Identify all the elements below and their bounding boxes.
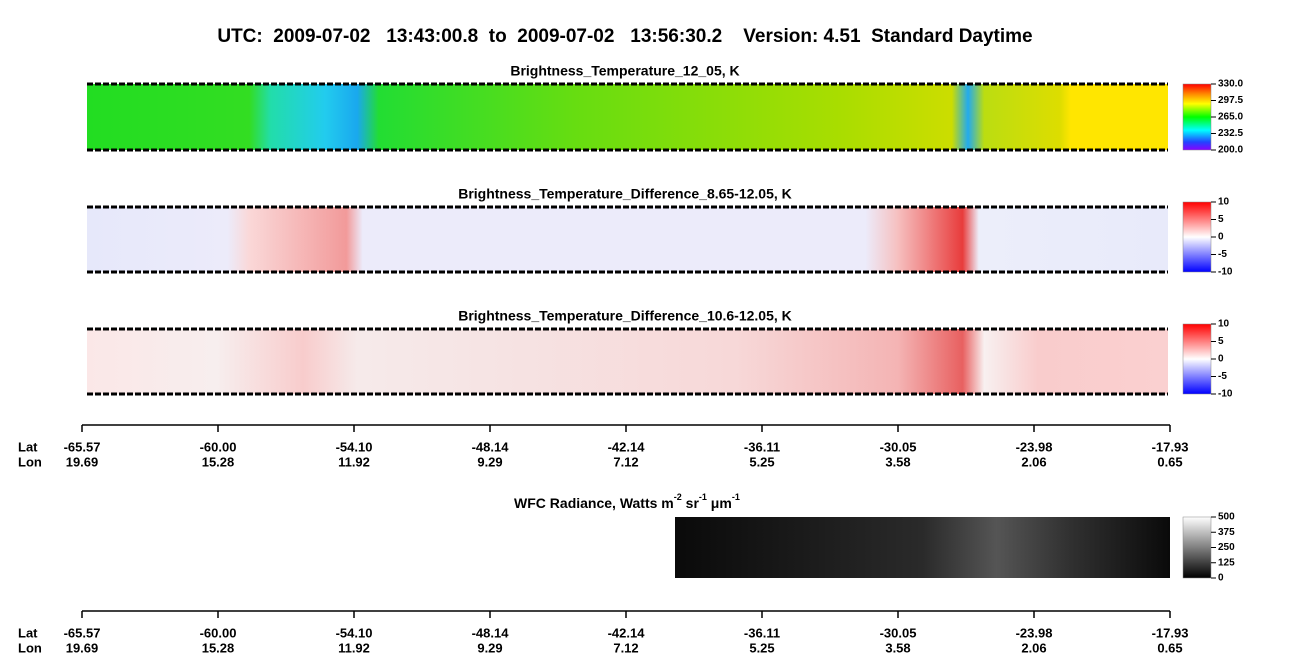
- figure-title: UTC: 2009-07-02 13:43:00.8 to 2009-07-02…: [217, 26, 1032, 47]
- panel-title: Brightness_Temperature_Difference_10.6-1…: [458, 308, 792, 324]
- colorbar-tick-label: 200.0: [1218, 145, 1243, 156]
- colorbar: [1182, 201, 1212, 273]
- lat-tick-label: -36.11: [744, 439, 780, 454]
- colorbar: [1182, 516, 1212, 579]
- colorbar: [1182, 83, 1212, 151]
- colorbar-tick-label: 0: [1218, 232, 1224, 243]
- lon-tick-label: 5.25: [749, 640, 774, 655]
- colorbar-tick-label: 10: [1218, 319, 1230, 330]
- lat-tick-label: -65.57: [64, 625, 101, 640]
- lon-tick-label: 3.58: [885, 640, 910, 655]
- image-strip: [87, 207, 1168, 272]
- panel-title: Brightness_Temperature_12_05, K: [510, 63, 739, 79]
- lat-tick-label: -42.14: [608, 439, 646, 454]
- lat-tick-label: -48.14: [472, 439, 510, 454]
- image-strip: [675, 517, 1170, 578]
- lat-tick-label: -42.14: [608, 625, 646, 640]
- colorbar-tick-label: -10: [1218, 389, 1233, 400]
- colorbar-tick-label: 10: [1218, 197, 1230, 208]
- colorbar-tick-label: 5: [1218, 214, 1224, 225]
- colorbar-tick-label: 375: [1218, 527, 1235, 538]
- lat-tick-label: -23.98: [1016, 439, 1053, 454]
- title-sup: -1: [699, 492, 707, 502]
- lon-tick-label: 5.25: [749, 454, 774, 469]
- title-sup: -1: [732, 492, 740, 502]
- title-part: μm: [707, 495, 732, 511]
- lon-tick-label: 9.29: [477, 640, 502, 655]
- colorbar-tick-label: -5: [1218, 249, 1227, 260]
- lat-tick-label: -65.57: [64, 439, 101, 454]
- lat-tick-label: -54.10: [336, 439, 373, 454]
- lon-tick-label: 0.65: [1157, 640, 1182, 655]
- colorbar-tick-label: -5: [1218, 371, 1227, 382]
- colorbar-tick-label: 250: [1218, 542, 1235, 553]
- lon-tick-label: 11.92: [338, 640, 370, 655]
- panel-title: Brightness_Temperature_Difference_8.65-1…: [458, 186, 792, 202]
- lat-tick-label: -60.00: [200, 439, 237, 454]
- colorbar-tick-label: 0: [1218, 354, 1224, 365]
- axis-row-label: Lat: [18, 625, 38, 640]
- lat-tick-label: -30.05: [880, 625, 917, 640]
- lat-tick-label: -23.98: [1016, 625, 1053, 640]
- image-strip: [87, 84, 1168, 150]
- axis-row-label: Lat: [18, 439, 38, 454]
- colorbar-tick-label: 232.5: [1218, 128, 1243, 139]
- colorbar-tick-label: 330.0: [1218, 79, 1243, 90]
- image-strip: [87, 329, 1168, 394]
- colorbar-tick-label: 500: [1218, 512, 1235, 523]
- colorbar: [1182, 323, 1212, 395]
- lon-tick-label: 7.12: [613, 640, 638, 655]
- lon-tick-label: 19.69: [66, 454, 99, 469]
- lat-tick-label: -48.14: [472, 625, 510, 640]
- colorbar-tick-label: 0: [1218, 573, 1224, 584]
- lon-tick-label: 15.28: [202, 640, 235, 655]
- axis-row-label: Lon: [18, 640, 42, 655]
- lon-tick-label: 7.12: [613, 454, 638, 469]
- lon-tick-label: 15.28: [202, 454, 235, 469]
- colorbar-tick-label: -10: [1218, 267, 1233, 278]
- lon-tick-label: 9.29: [477, 454, 502, 469]
- lat-tick-label: -36.11: [744, 625, 780, 640]
- lon-tick-label: 19.69: [66, 640, 99, 655]
- lon-tick-label: 2.06: [1021, 640, 1046, 655]
- lat-tick-label: -17.93: [1152, 439, 1189, 454]
- title-part: sr: [682, 495, 700, 511]
- lon-tick-label: 2.06: [1021, 454, 1046, 469]
- lon-tick-label: 11.92: [338, 454, 370, 469]
- lat-tick-label: -30.05: [880, 439, 917, 454]
- title-part: WFC Radiance, Watts m: [514, 495, 674, 511]
- colorbar-tick-label: 297.5: [1218, 95, 1243, 106]
- lon-tick-label: 0.65: [1157, 454, 1182, 469]
- wfc-title: WFC Radiance, Watts m-2 sr-1 μm-1: [506, 489, 743, 511]
- colorbar-tick-label: 265.0: [1218, 112, 1243, 123]
- axis-row-label: Lon: [18, 454, 42, 469]
- lat-tick-label: -17.93: [1152, 625, 1189, 640]
- lat-tick-label: -54.10: [336, 625, 373, 640]
- title-sup: -2: [674, 492, 682, 502]
- lat-tick-label: -60.00: [200, 625, 237, 640]
- colorbar-tick-label: 5: [1218, 336, 1224, 347]
- lon-tick-label: 3.58: [885, 454, 910, 469]
- colorbar-tick-label: 125: [1218, 557, 1235, 568]
